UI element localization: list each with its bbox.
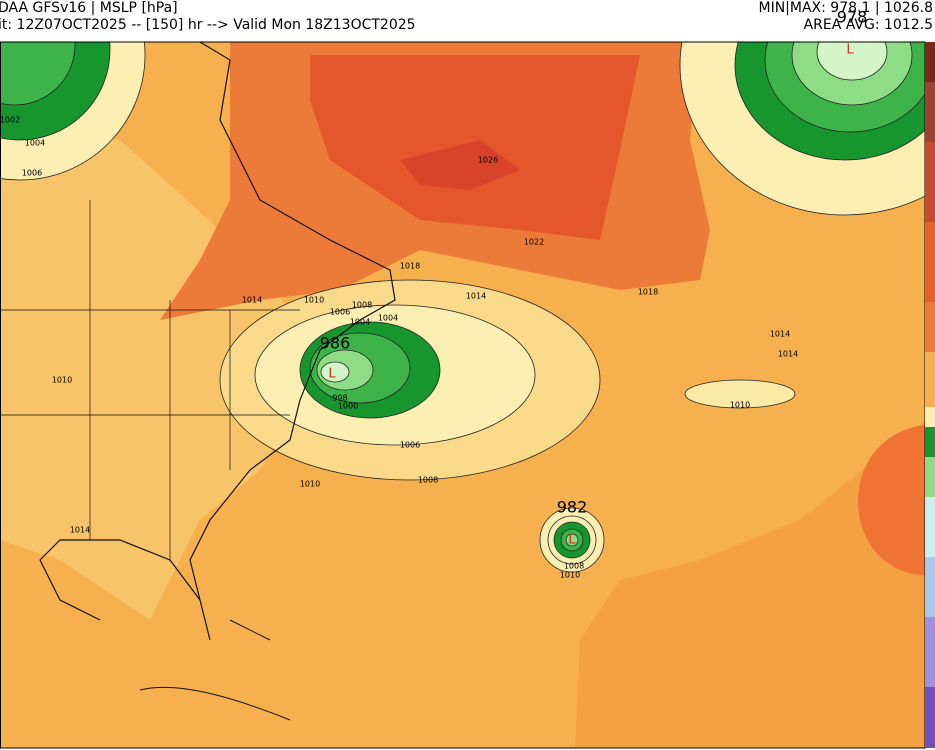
low-marker: L — [328, 367, 336, 382]
low-marker: L — [846, 43, 854, 58]
min-max: MIN|MAX: 978.1 | 1026.8 — [758, 0, 934, 16]
low-pressure-value: 978 — [837, 8, 868, 27]
contour-label: 1002 — [0, 116, 20, 125]
contour-label: 1014 — [466, 292, 486, 301]
contour-label: 1010 — [52, 376, 72, 385]
model-title: DAA GFSv16 | MSLP [hPa] — [0, 0, 178, 16]
contour-label: 1006 — [400, 441, 420, 450]
run-info: it: 12Z07OCT2025 -- [150] hr --> Valid M… — [0, 17, 416, 33]
contour-label: 1018 — [638, 288, 658, 297]
contour-label: 1010 — [300, 480, 320, 489]
contour-label: 1004 — [350, 318, 370, 327]
contour-label: 1004 — [378, 314, 398, 323]
contour-label: 1010 — [730, 401, 750, 410]
contour-label: 1008 — [352, 301, 372, 310]
contour-label: 1010 — [304, 296, 324, 305]
contour-label: 1026 — [478, 156, 498, 165]
contour-label: 1014 — [70, 526, 90, 535]
contour-label: 1014 — [770, 330, 790, 339]
contour-label: 1000 — [338, 402, 358, 411]
low-marker: L — [568, 533, 576, 548]
contour-label: 998 — [332, 394, 347, 403]
contour-label: 1008 — [418, 476, 438, 485]
contour-label: 1022 — [524, 238, 544, 247]
low-pressure-value: 982 — [557, 498, 588, 517]
low-pressure-value: 986 — [320, 334, 351, 353]
color-bar — [925, 42, 935, 748]
contour-label: 1008 — [564, 562, 584, 571]
area-avg: AREA AVG: 1012.5 — [803, 17, 933, 33]
contour-label: 1014 — [242, 296, 262, 305]
contour-label: 1010 — [560, 571, 580, 580]
contour-label: 1014 — [778, 350, 798, 359]
contour-label: 1004 — [25, 139, 45, 148]
contour-label: 1006 — [22, 169, 42, 178]
contour-label: 1006 — [330, 308, 350, 317]
contour-label: 1018 — [400, 262, 420, 271]
